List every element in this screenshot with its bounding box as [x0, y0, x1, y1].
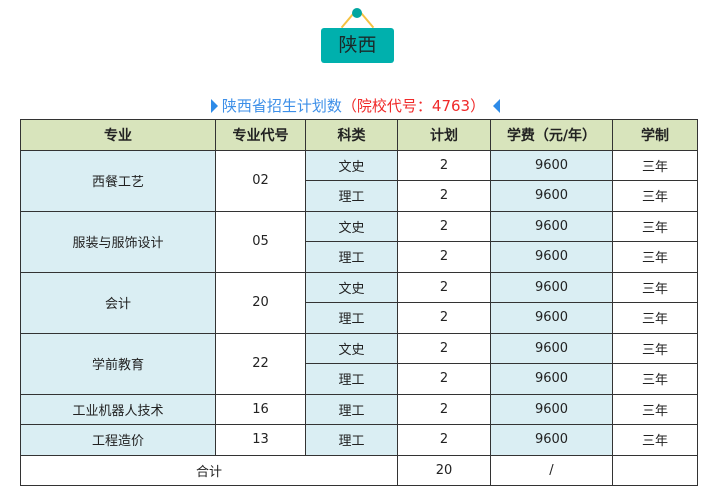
- table-row: 理工 2 9600 三年: [21, 363, 698, 395]
- table-row: 会计 20 文史 2 9600 三年: [20, 271, 698, 334]
- total-label: 合计: [20, 454, 398, 486]
- tuition-fee: 9600: [490, 363, 613, 395]
- plan-count: 2: [397, 180, 491, 212]
- table-row: 理工 2 9600 三年: [21, 302, 698, 334]
- triangle-right-icon: [210, 99, 218, 113]
- plan-count: 2: [397, 332, 491, 364]
- plan-count: 2: [397, 393, 491, 425]
- hanger-pin-icon: [352, 8, 362, 18]
- table-row: 西餐工艺 02 文史 2 9600 三年: [20, 149, 698, 212]
- header-row: 专业 专业代号 科类 计划 学费（元/年） 学制: [20, 119, 698, 151]
- plan-count: 2: [397, 210, 491, 242]
- duration: 三年: [612, 271, 698, 303]
- table-row: 工业机器人技术 16 理工 2 9600 三年: [20, 393, 698, 425]
- major-code: 13: [215, 424, 306, 456]
- total-fee: /: [490, 454, 613, 486]
- tuition-fee: 9600: [490, 393, 613, 425]
- major-name: 服装与服饰设计: [20, 210, 216, 273]
- subject-type: 理工: [305, 363, 398, 395]
- total-row: 合计 20/: [20, 454, 698, 486]
- subject-type: 理工: [305, 424, 398, 456]
- province-sign: 陕西: [321, 28, 394, 63]
- column-header: 学费（元/年）: [490, 119, 613, 151]
- major-name: 西餐工艺: [20, 149, 216, 212]
- major-code: 16: [215, 393, 306, 425]
- total-plan: 20: [397, 454, 491, 486]
- subject-type: 理工: [305, 180, 398, 212]
- duration: 三年: [612, 180, 698, 212]
- subject-type: 文史: [305, 210, 398, 242]
- column-header: 计划: [397, 119, 491, 151]
- major-code: 05: [215, 210, 306, 273]
- duration: 三年: [612, 149, 698, 181]
- tuition-fee: 9600: [490, 332, 613, 364]
- plan-count: 2: [397, 302, 491, 334]
- tuition-fee: 9600: [490, 149, 613, 181]
- tuition-fee: 9600: [490, 210, 613, 242]
- major-code: 22: [215, 332, 306, 395]
- duration: 三年: [612, 424, 698, 456]
- duration: 三年: [612, 393, 698, 425]
- triangle-left-icon: [493, 99, 501, 113]
- column-header: 专业: [20, 119, 216, 151]
- major-code: 20: [215, 271, 306, 334]
- hanger-rope-right: [359, 11, 375, 29]
- major-name: 会计: [20, 271, 216, 334]
- duration: 三年: [612, 363, 698, 395]
- caption-code: （院校代号：4763）: [341, 97, 486, 115]
- plan-count: 2: [397, 149, 491, 181]
- table-row: 理工 2 9600 三年: [21, 241, 698, 273]
- column-header: 科类: [305, 119, 398, 151]
- table-row: 学前教育 22 文史 2 9600 三年: [20, 332, 698, 395]
- subject-type: 文史: [305, 149, 398, 181]
- duration: 三年: [612, 302, 698, 334]
- subject-type: 文史: [305, 271, 398, 303]
- tuition-fee: 9600: [490, 271, 613, 303]
- total-duration: [612, 454, 698, 486]
- subject-type: 理工: [305, 302, 398, 334]
- duration: 三年: [612, 210, 698, 242]
- column-header: 专业代号: [215, 119, 306, 151]
- table-caption: 陕西省招生计划数（院校代号：4763）: [0, 95, 711, 116]
- major-name: 工业机器人技术: [20, 393, 216, 425]
- tuition-fee: 9600: [490, 302, 613, 334]
- plan-count: 2: [397, 241, 491, 273]
- major-name: 工程造价: [20, 424, 216, 456]
- plan-count: 2: [397, 424, 491, 456]
- major-name: 学前教育: [20, 332, 216, 395]
- table-row: 服装与服饰设计 05 文史 2 9600 三年: [20, 210, 698, 273]
- table-row: 理工 2 9600 三年: [21, 180, 698, 212]
- duration: 三年: [612, 332, 698, 364]
- column-header: 学制: [612, 119, 698, 151]
- subject-type: 理工: [305, 393, 398, 425]
- major-code: 02: [215, 149, 306, 212]
- duration: 三年: [612, 241, 698, 273]
- tuition-fee: 9600: [490, 180, 613, 212]
- caption-main: 陕西省招生计划数: [221, 97, 342, 115]
- tuition-fee: 9600: [490, 241, 613, 273]
- table-row: 工程造价 13 理工 2 9600 三年: [20, 424, 698, 456]
- subject-type: 理工: [305, 241, 398, 273]
- tuition-fee: 9600: [490, 424, 613, 456]
- subject-type: 文史: [305, 332, 398, 364]
- plan-count: 2: [397, 271, 491, 303]
- plan-count: 2: [397, 363, 491, 395]
- enrollment-table: 专业 专业代号 科类 计划 学费（元/年） 学制 西餐工艺 02 文史 2 9600 三年 理工 2 96…: [20, 119, 698, 486]
